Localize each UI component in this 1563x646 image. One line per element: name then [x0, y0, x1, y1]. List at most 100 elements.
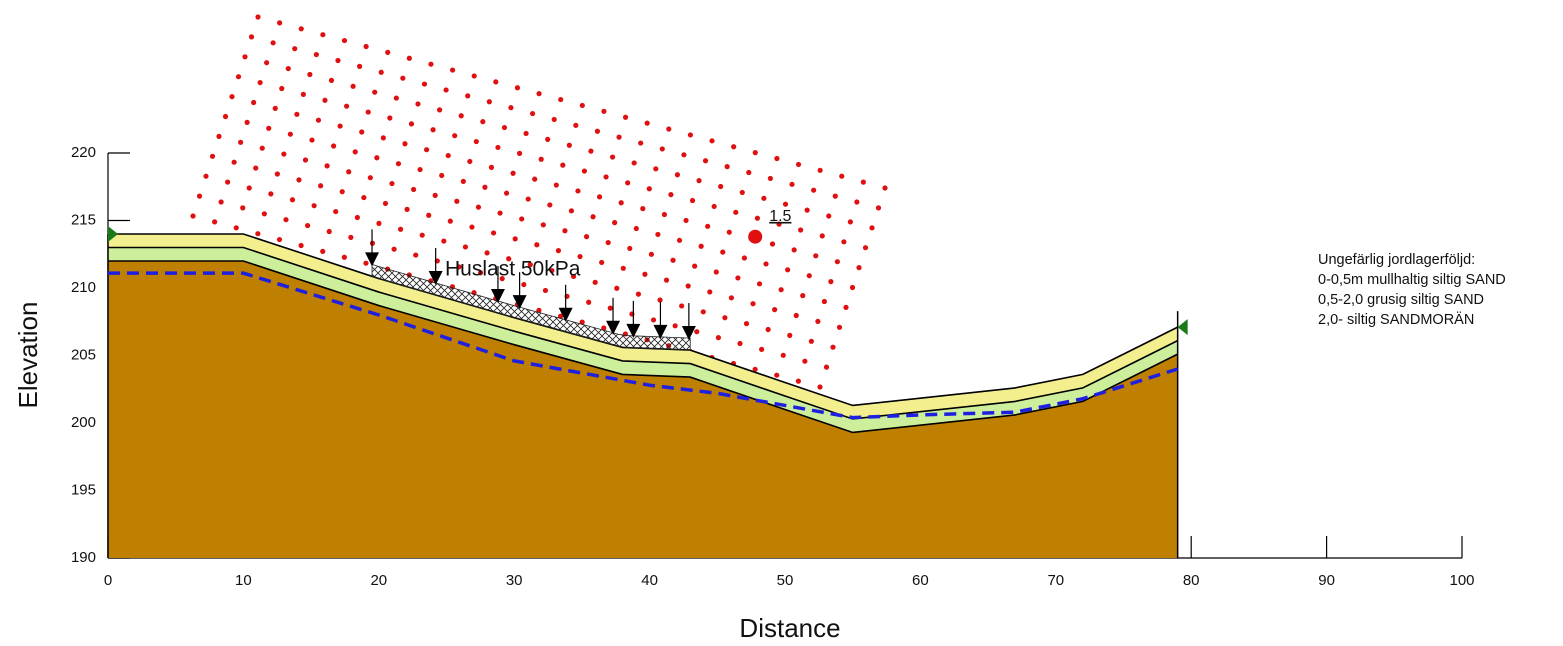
grid-dot [660, 146, 665, 151]
grid-dot [238, 140, 243, 145]
grid-dot [696, 178, 701, 183]
grid-dot [493, 79, 498, 84]
grid-dot [830, 345, 835, 350]
grid-dot [651, 317, 656, 322]
grid-dot [779, 287, 784, 292]
grid-dot [277, 237, 282, 242]
grid-dot [727, 230, 732, 235]
grid-dot [359, 129, 364, 134]
grid-dot [679, 303, 684, 308]
grid-dot [467, 159, 472, 164]
grid-dot [368, 175, 373, 180]
grid-dot [649, 252, 654, 257]
grid-dot [554, 182, 559, 187]
grid-dot [463, 244, 468, 249]
grid-dot [731, 144, 736, 149]
grid-dot [344, 104, 349, 109]
grid-dot [417, 167, 422, 172]
grid-dot [580, 103, 585, 108]
grid-dot [796, 162, 801, 167]
grid-dot [232, 160, 237, 165]
grid-dot [774, 373, 779, 378]
x-tick-label: 10 [235, 572, 252, 589]
grid-dot [787, 333, 792, 338]
grid-dot [376, 221, 381, 226]
grid-dot [681, 152, 686, 157]
grid-dot [480, 119, 485, 124]
grid-dot [426, 213, 431, 218]
grid-dot [703, 158, 708, 163]
grid-dot [290, 197, 295, 202]
grid-dot [705, 224, 710, 229]
grid-dot [351, 84, 356, 89]
grid-dot [802, 359, 807, 364]
grid-dot [402, 141, 407, 146]
grid-dot [720, 250, 725, 255]
grid-dot [567, 143, 572, 148]
grid-dot [640, 206, 645, 211]
grid-dot [688, 132, 693, 137]
grid-dot [597, 194, 602, 199]
grid-dot [766, 327, 771, 332]
grid-dot [545, 137, 550, 142]
grid-dot [247, 185, 252, 190]
y-tick-label: 190 [71, 549, 96, 566]
grid-dot [582, 168, 587, 173]
grid-dot [236, 74, 241, 79]
grid-dot [409, 121, 414, 126]
grid-dot [383, 201, 388, 206]
grid-dot [569, 208, 574, 213]
grid-dot [433, 193, 438, 198]
grid-dot [255, 231, 260, 236]
x-tick-label: 80 [1183, 572, 1200, 589]
grid-dot [504, 191, 509, 196]
grid-dot [616, 135, 621, 140]
grid-dot [279, 86, 284, 91]
grid-dot [491, 230, 496, 235]
y-tick-label: 210 [71, 279, 96, 296]
grid-dot [348, 235, 353, 240]
grid-dot [556, 248, 561, 253]
grid-dot [536, 91, 541, 96]
grid-dot [389, 181, 394, 186]
grid-dot [824, 365, 829, 370]
grid-dot [742, 255, 747, 260]
x-tick-label: 40 [641, 572, 658, 589]
grid-dot [502, 125, 507, 130]
grid-dot [826, 213, 831, 218]
grid-dot [361, 195, 366, 200]
grid-dot [320, 249, 325, 254]
grid-dot [363, 261, 368, 266]
grid-dot [523, 131, 528, 136]
grid-dot [268, 191, 273, 196]
grid-dot [861, 180, 866, 185]
grid-dot [541, 222, 546, 227]
grid-dot [588, 149, 593, 154]
grid-dot [815, 319, 820, 324]
grid-dot [472, 73, 477, 78]
grid-dot [798, 227, 803, 232]
grid-dot [813, 253, 818, 258]
grid-dot [225, 179, 230, 184]
grid-dot [718, 184, 723, 189]
legend-note: 0,5-2,0 grusig siltig SAND [1318, 292, 1484, 308]
grid-dot [843, 305, 848, 310]
factor-of-safety: 1.5 [769, 208, 791, 225]
grid-dot [772, 307, 777, 312]
grid-dot [837, 325, 842, 330]
grid-dot [869, 225, 874, 230]
grid-dot [327, 229, 332, 234]
grid-dot [353, 149, 358, 154]
grid-dot [863, 245, 868, 250]
grid-dot [264, 60, 269, 65]
grid-dot [329, 78, 334, 83]
grid-dot [513, 236, 518, 241]
x-axis-label: Distance [739, 613, 840, 643]
grid-dot [234, 225, 239, 230]
grid-dot [452, 133, 457, 138]
grid-dot [497, 210, 502, 215]
grid-dot [240, 205, 245, 210]
grid-dot [854, 199, 859, 204]
y-tick-label: 195 [71, 481, 96, 498]
grid-dot [666, 126, 671, 131]
